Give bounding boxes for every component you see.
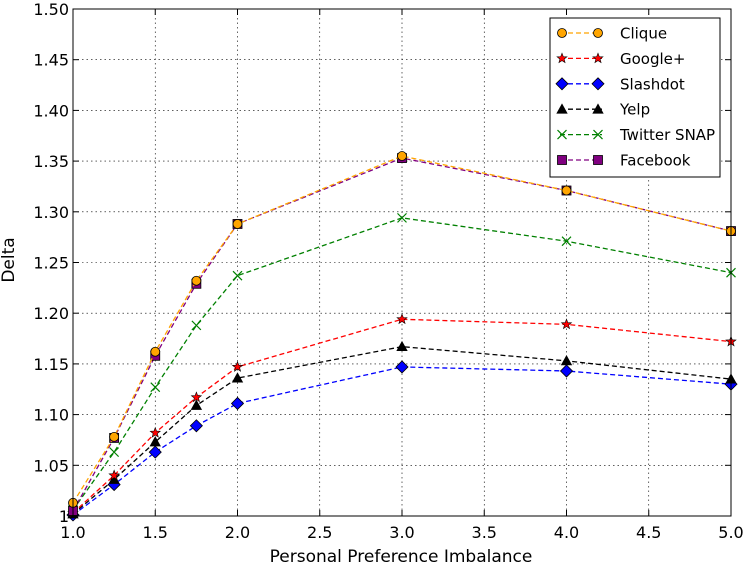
x-tick-label: 1.5	[143, 523, 168, 542]
data-point-slashdot	[148, 445, 162, 459]
legend-marker	[556, 103, 568, 114]
series-line-slashdot	[72, 366, 732, 516]
y-tick-label: 1.25	[33, 254, 69, 273]
legend-entry-facebook: Facebook	[557, 152, 691, 170]
x-tick-label: 3.5	[472, 523, 497, 542]
y-tick-label: 1.30	[33, 203, 69, 222]
axis-ticks: 1.0 1.5 2.0 2.5 3.0 3.5 4.0 4.5 5.0 1 1.05 1.10 1.15…	[33, 0, 743, 542]
data-point-slashdot	[230, 396, 245, 411]
legend-label: Slashdot	[620, 75, 685, 93]
data-point-google-	[231, 360, 244, 372]
data-point-yelp	[560, 355, 573, 366]
data-point-google-	[190, 391, 203, 403]
series-line-twitter-snap	[72, 217, 732, 511]
x-tick-label: 2.5	[307, 523, 332, 542]
data-point-slashdot	[559, 364, 574, 378]
data-point-slashdot	[189, 419, 203, 433]
legend-label: Facebook	[620, 152, 691, 170]
data-point-google-	[560, 318, 573, 330]
series-slashdot	[66, 360, 738, 522]
legend-marker	[557, 129, 567, 140]
legend-label: Clique	[620, 25, 667, 43]
data-point-clique	[109, 432, 120, 442]
x-axis-label: Personal Preference Imbalance	[270, 547, 533, 567]
x-tick-label: 4.0	[554, 523, 579, 542]
legend-marker	[557, 28, 567, 38]
legend-label: Yelp	[619, 101, 650, 119]
legend-marker	[591, 77, 605, 91]
legend-marker	[557, 155, 567, 165]
legend-entry-yelp: Yelp	[556, 101, 650, 119]
legend-box	[549, 17, 721, 178]
data-point-slashdot	[395, 360, 409, 374]
series-clique	[68, 151, 736, 508]
data-point-twitter-snap	[109, 447, 120, 458]
y-tick-label: 1.20	[33, 304, 69, 323]
data-point-twitter-snap	[561, 236, 572, 247]
legend-marker	[592, 52, 604, 64]
data-point-google-	[149, 426, 162, 438]
x-tick-label: 4.5	[636, 523, 661, 542]
x-tick-label: 3.0	[389, 523, 414, 542]
x-tick-label: 5.0	[718, 523, 743, 542]
legend-marker	[592, 103, 604, 114]
data-point-clique	[561, 185, 572, 196]
y-tick-label: 1.05	[33, 456, 69, 475]
data-point-clique	[191, 275, 202, 286]
data-point-twitter-snap	[150, 382, 161, 393]
data-point-yelp	[396, 340, 408, 352]
legend-entry-twitter-snap: Twitter SNAP	[557, 126, 715, 144]
data-point-google-	[108, 469, 120, 481]
data-point-twitter-snap	[191, 320, 202, 331]
data-point-yelp	[149, 436, 161, 447]
data-point-google-	[396, 313, 408, 325]
legend-entry-clique: Clique	[557, 25, 667, 43]
data-point-twitter-snap	[397, 212, 407, 223]
data-point-yelp	[231, 372, 244, 383]
series-line-google-	[72, 318, 732, 514]
y-tick-label: 1	[59, 507, 69, 526]
y-tick-label: 1.50	[33, 0, 69, 19]
x-tick-label: 1.0	[60, 523, 85, 542]
y-tick-label: 1.35	[33, 152, 69, 171]
legend-marker	[593, 28, 603, 38]
x-tick-label: 2.0	[225, 523, 250, 542]
data-point-clique	[150, 346, 161, 357]
y-tick-label: 1.45	[33, 51, 69, 70]
data-point-clique	[232, 219, 243, 229]
y-tick-label: 1.10	[33, 406, 69, 425]
data-point-twitter-snap	[232, 270, 243, 281]
series-line-clique	[72, 155, 732, 504]
legend-marker	[555, 77, 569, 91]
data-point-clique	[397, 151, 407, 161]
legend-marker	[593, 155, 603, 165]
series-layer	[66, 151, 738, 522]
data-point-yelp	[190, 399, 203, 410]
legend-label: Twitter SNAP	[619, 126, 715, 144]
y-axis-label: Delta	[0, 237, 19, 282]
legend-entry-slashdot: Slashdot	[555, 75, 685, 93]
legend: Clique Google+ Slashdot Yelp Twitter SNAP Fac…	[549, 17, 721, 178]
y-tick-label: 1.40	[33, 101, 69, 120]
legend-label: Google+	[620, 50, 685, 68]
y-tick-label: 1.15	[33, 355, 69, 374]
legend-entry-google-: Google+	[556, 50, 685, 68]
legend-marker	[593, 129, 603, 140]
legend-marker	[556, 52, 568, 64]
